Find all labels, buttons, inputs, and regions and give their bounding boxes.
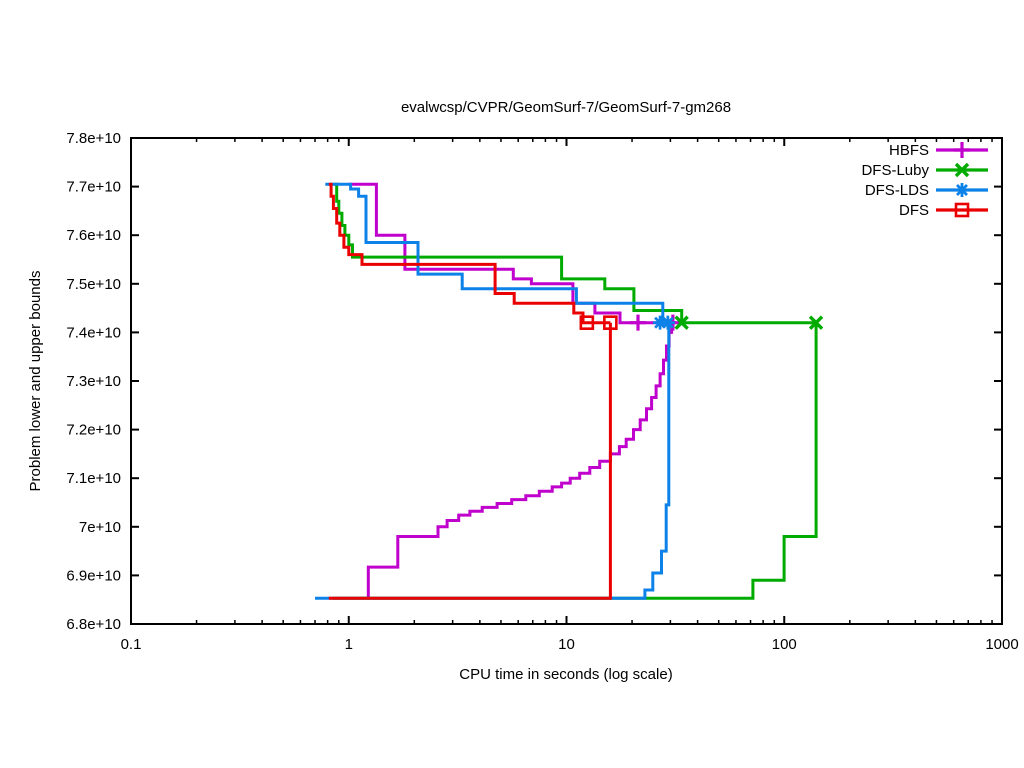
y-tick-label: 7.8e+10 [66, 130, 121, 147]
legend-marker-dfs [954, 202, 970, 218]
legend-item-hbfs: HBFS [889, 142, 988, 159]
series-dfs-luby-upper-bound [333, 182, 817, 325]
x-tick-label: 0.1 [121, 636, 142, 653]
series-hbfs [348, 182, 681, 599]
y-tick-label: 6.9e+10 [66, 567, 121, 584]
series-dfs-lds-marker [660, 315, 675, 330]
series-dfs [328, 182, 618, 600]
x-tick-label: 100 [772, 636, 797, 653]
y-tick-label: 7.2e+10 [66, 422, 121, 439]
y-tick-label: 6.8e+10 [66, 616, 121, 633]
series-hbfs-lower-bound [366, 322, 675, 599]
chart-title: evalwcsp/CVPR/GeomSurf-7/GeomSurf-7-gm26… [401, 99, 731, 116]
series-dfs-luby-marker [674, 315, 689, 330]
series-dfs-upper-bound [328, 182, 611, 325]
series-dfs-marker [579, 315, 595, 330]
series-dfs-luby [333, 182, 824, 600]
series-hbfs-marker [630, 314, 647, 331]
y-tick-label: 7.4e+10 [66, 324, 121, 341]
y-tick-label: 7.3e+10 [66, 373, 121, 390]
series-dfs-lds [315, 182, 675, 600]
legend: HBFS DFS-Luby DFS-LDS DFS [861, 142, 988, 219]
y-tick-label: 7.5e+10 [66, 276, 121, 293]
plot-border [130, 137, 1003, 625]
series-dfs-marker [603, 315, 618, 330]
series-dfs-lds-lower-bound [315, 322, 671, 600]
x-tick-label: 1 [345, 636, 353, 653]
series-dfs-luby-lower-bound [333, 322, 818, 600]
x-tick-label: 10 [558, 636, 575, 653]
series-layer [315, 182, 824, 600]
legend-label-hbfs: HBFS [889, 142, 929, 159]
y-tick-label: 7.6e+10 [66, 227, 121, 244]
x-axis-label: CPU time in seconds (log scale) [459, 666, 672, 683]
series-dfs-lds-upper-bound [325, 182, 666, 325]
legend-marker-hbfs [954, 142, 970, 158]
y-tick-label: 7e+10 [79, 519, 121, 536]
legend-marker-dfs-luby [954, 162, 970, 178]
legend-item-dfs-lds: DFS-LDS [865, 182, 988, 199]
legend-label-dfs-lds: DFS-LDS [865, 182, 929, 199]
series-dfs-luby-marker [808, 315, 824, 330]
legend-label-dfs-luby: DFS-Luby [861, 162, 929, 179]
plot-frame: 0.1 1 10 100 1000 6.8e+10 6.9e+10 7e+10 7.1e+10 7… [66, 130, 1018, 653]
legend-item-dfs: DFS [899, 202, 988, 219]
series-dfs-lower-bound [328, 322, 612, 600]
y-tick-label: 7.1e+10 [66, 470, 121, 487]
legend-item-dfs-luby: DFS-Luby [861, 162, 988, 179]
y-tick-label: 7.7e+10 [66, 179, 121, 196]
legend-label-dfs: DFS [899, 202, 929, 219]
x-tick-label: 1000 [985, 636, 1018, 653]
y-axis-label: Problem lower and upper bounds [27, 271, 44, 492]
series-hbfs-upper-bound [348, 182, 673, 325]
legend-marker-dfs-lds [955, 183, 969, 197]
